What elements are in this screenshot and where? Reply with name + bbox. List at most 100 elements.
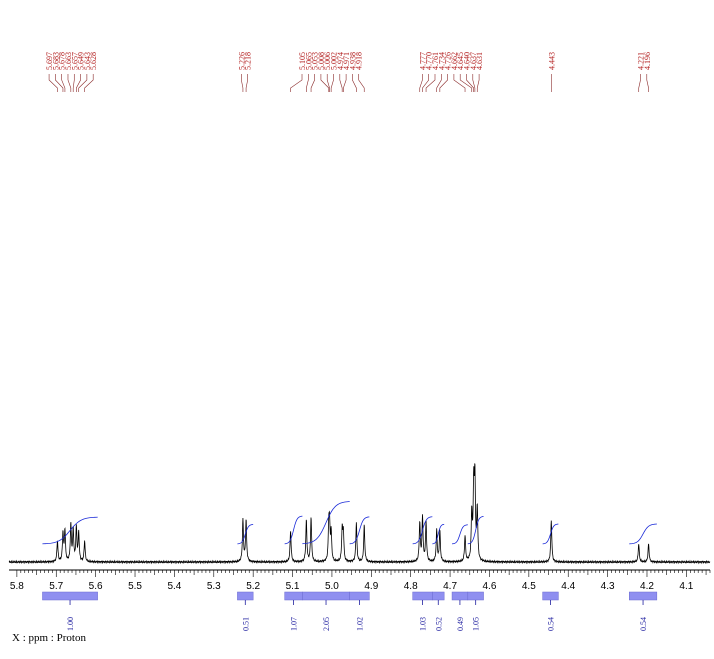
integral-bar [629, 591, 658, 601]
peak-label: 4.770 [425, 52, 434, 70]
peak-label-leader [306, 74, 309, 92]
spectrum-layer [8, 463, 711, 565]
integral-curve-1 [237, 524, 254, 545]
peak-label: 4.777 [418, 52, 427, 70]
peak-label-leader [453, 74, 466, 92]
x-axis-title: X : ppm : Proton [12, 632, 86, 644]
x-tick-label: 5.5 [128, 581, 142, 592]
integral-bar [467, 591, 484, 601]
peak-label-leader [339, 74, 343, 92]
integral-value-label: 2.05 [322, 617, 331, 631]
integral-value-label: 1.00 [66, 617, 75, 631]
peak-label: 4.221 [636, 52, 645, 70]
integral-value-label: 0.52 [434, 617, 443, 631]
peak-label: 4.443 [547, 52, 556, 70]
x-tick-label: 4.2 [640, 581, 654, 592]
integral-bar [284, 591, 303, 601]
integrals-layer: 1.00 0.51 1.07 2.05 1.02 1.03 0.52 0.49 1.05 0.54… [42, 591, 658, 631]
peak-label: 4.938 [348, 52, 357, 70]
x-tick-label: 5.3 [207, 581, 221, 592]
integral-curve-5 [412, 516, 433, 545]
integral-curve-10 [629, 523, 657, 545]
x-tick-label: 4.5 [522, 581, 536, 592]
peak-label: 5.008 [317, 52, 326, 70]
peak-label-leader [48, 74, 58, 92]
peak-label-leader [290, 74, 303, 92]
peak-label-leader [55, 74, 64, 92]
integral-value-label: 0.51 [241, 617, 250, 631]
integral-curve-6 [432, 523, 445, 545]
peak-label-leader [310, 74, 315, 92]
peak-label-leader [67, 74, 72, 92]
peak-label: 5.105 [298, 52, 307, 70]
x-tick-label: 5.8 [10, 581, 24, 592]
peak-label: 4.637 [469, 52, 478, 70]
peak-label: 4.640 [462, 52, 471, 70]
peak-label-leader [320, 74, 330, 92]
peak-label: 5.628 [89, 52, 98, 70]
integral-bar [302, 591, 350, 601]
peak-label-leader [472, 74, 476, 92]
peak-label-leader [646, 74, 649, 92]
integral-curve-8 [467, 516, 484, 545]
x-tick-label: 5.7 [49, 581, 63, 592]
peak-label: 5.678 [58, 52, 67, 70]
spectrum-trace [8, 463, 711, 565]
peak-label: 4.631 [475, 52, 484, 70]
peak-label: 5.643 [83, 52, 92, 70]
x-tick-label: 4.6 [483, 581, 497, 592]
peak-label-leader [419, 74, 423, 92]
x-tick-label: 4.7 [443, 581, 457, 592]
peak-label-leader [425, 74, 436, 92]
integral-curve-2 [284, 515, 303, 545]
peak-label: 4.761 [431, 52, 440, 70]
peak-label: 5.649 [77, 52, 86, 70]
x-tick-label: 4.4 [561, 581, 575, 592]
x-tick-label: 5.1 [286, 581, 300, 592]
integral-curve-3 [302, 501, 350, 545]
peak-label: 5.002 [330, 52, 339, 70]
x-tick-label: 5.0 [325, 581, 339, 592]
peak-label: 5.226 [237, 52, 246, 70]
peak-label-leader [459, 74, 473, 92]
x-tick-label: 4.8 [404, 581, 418, 592]
x-tick-label: 5.6 [89, 581, 103, 592]
integral-curve-0 [42, 516, 98, 545]
x-tick-label: 4.9 [364, 581, 378, 592]
peak-label-leader [436, 74, 442, 92]
peak-label: 4.971 [342, 52, 351, 70]
integral-bar [542, 591, 559, 601]
integral-bar [42, 591, 98, 601]
peak-label-leader [326, 74, 330, 92]
peak-label-leader [352, 74, 357, 92]
integral-value-label: 1.02 [356, 617, 365, 631]
peak-label: 5.065 [304, 52, 313, 70]
peak-label: 4.918 [355, 52, 364, 70]
peak-label-leader [476, 74, 480, 92]
x-tick-label: 4.1 [679, 581, 693, 592]
peak-label-leader [245, 74, 248, 92]
integral-curve-9 [542, 523, 559, 545]
integral-value-label: 0.54 [547, 617, 556, 631]
peak-label: 5.697 [45, 52, 54, 70]
peak-labels-layer: 5.6975.6835.6785.6635.6575.6495.6435.628… [45, 52, 652, 92]
peak-label: 4.974 [336, 52, 345, 70]
peak-label-leader [78, 74, 88, 92]
integral-curve-7 [452, 524, 468, 545]
integral-bar [412, 591, 433, 601]
peak-label: 5.663 [64, 52, 73, 70]
peak-label: 4.734 [437, 52, 446, 70]
x-tick-label: 5.4 [167, 581, 181, 592]
peak-label-leader [439, 74, 448, 92]
integral-bar [432, 591, 445, 601]
integral-value-label: 1.07 [290, 617, 299, 631]
peak-label: 5.218 [244, 52, 253, 70]
peak-label-leader [422, 74, 429, 92]
peak-label: 4.726 [444, 52, 453, 70]
integral-bar [237, 591, 254, 601]
peak-label: 4.662 [450, 52, 459, 70]
peak-label: 5.053 [311, 52, 320, 70]
peak-label-leader [466, 74, 475, 92]
peak-label-leader [76, 74, 81, 92]
